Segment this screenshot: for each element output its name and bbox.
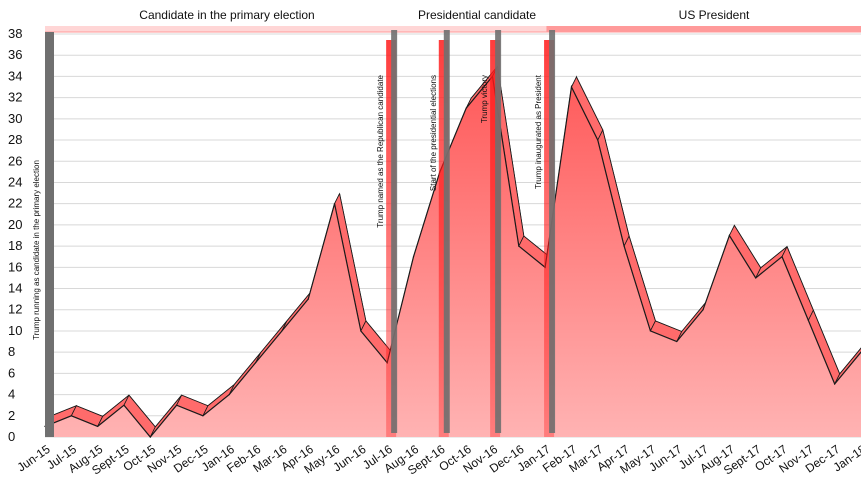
- data-point: [807, 319, 809, 321]
- data-point: [623, 245, 625, 247]
- event-bar-top: [549, 30, 556, 433]
- data-point: [176, 404, 178, 406]
- data-point: [360, 330, 362, 332]
- data-point: [412, 256, 415, 258]
- data-point: [123, 404, 125, 406]
- y-tick-label: 10: [8, 323, 22, 338]
- series-line: [44, 75, 861, 438]
- phase-bands: [45, 26, 861, 33]
- y-tick-label: 2: [8, 408, 15, 423]
- y-tick-label: 34: [8, 68, 22, 83]
- y-tick-label: 20: [8, 217, 22, 232]
- y-tick-label: 16: [8, 259, 22, 274]
- y-tick-label: 14: [8, 281, 22, 296]
- phase-band-president: [546, 26, 861, 32]
- data-point: [570, 86, 573, 88]
- y-tick-label: 12: [8, 302, 22, 317]
- data-area: [44, 65, 861, 438]
- phase-label-candidate: Presidential candidate: [417, 8, 537, 22]
- event-label: Trump victory: [480, 75, 489, 123]
- phase-label-primary: Candidate in the primary election: [139, 8, 315, 22]
- y-tick-label: 38: [8, 26, 22, 41]
- data-point: [254, 362, 257, 364]
- event-bar: [45, 32, 54, 437]
- y-tick-label: 36: [8, 47, 22, 62]
- data-point: [307, 298, 309, 300]
- data-point: [597, 139, 599, 141]
- y-tick-label: 22: [8, 196, 22, 211]
- data-point: [676, 340, 678, 343]
- data-point: [97, 425, 99, 427]
- data-point: [834, 383, 836, 385]
- y-tick-label: 18: [8, 238, 22, 253]
- data-point: [333, 203, 336, 205]
- data-point: [70, 415, 72, 417]
- y-tick-label: 30: [8, 111, 22, 126]
- y-tick-label: 8: [8, 344, 15, 359]
- event-label: Trump inaugurated as President: [534, 74, 543, 189]
- event-bar-top: [391, 30, 398, 433]
- phase-band-primary: [45, 26, 861, 32]
- data-point: [465, 107, 467, 109]
- y-tick-label: 32: [8, 90, 22, 105]
- data-point: [149, 436, 151, 438]
- data-point: [649, 330, 652, 332]
- y-tick-label: 6: [8, 365, 15, 380]
- event-label: Trump named as the Republican candidate: [376, 74, 385, 227]
- area-front-face: [45, 76, 861, 437]
- y-tick-label: 26: [8, 153, 22, 168]
- y-tick-label: 4: [8, 387, 15, 402]
- data-point: [202, 415, 204, 417]
- y-tick-label: 24: [8, 174, 22, 189]
- x-axis-ticks: Jun-15Jul-15Aug-15Sept-15Oct-15Nov-15Dec…: [15, 442, 861, 478]
- data-point: [755, 277, 757, 279]
- data-point: [781, 256, 783, 258]
- data-point: [702, 309, 704, 311]
- event-markers: Trump running as candidate in the primar…: [32, 30, 556, 437]
- y-tick-label: 28: [8, 132, 22, 147]
- data-point: [518, 245, 520, 247]
- data-point: [228, 393, 230, 396]
- y-tick-label: 0: [8, 429, 15, 444]
- event-bar-top: [443, 30, 450, 433]
- data-point: [728, 234, 730, 237]
- event-label: Start of the presidential elections: [429, 75, 438, 191]
- phase-label-president: US President: [678, 8, 750, 22]
- event-label: Trump running as candidate in the primar…: [32, 160, 41, 340]
- data-point: [281, 330, 283, 332]
- event-bar-top: [495, 30, 502, 433]
